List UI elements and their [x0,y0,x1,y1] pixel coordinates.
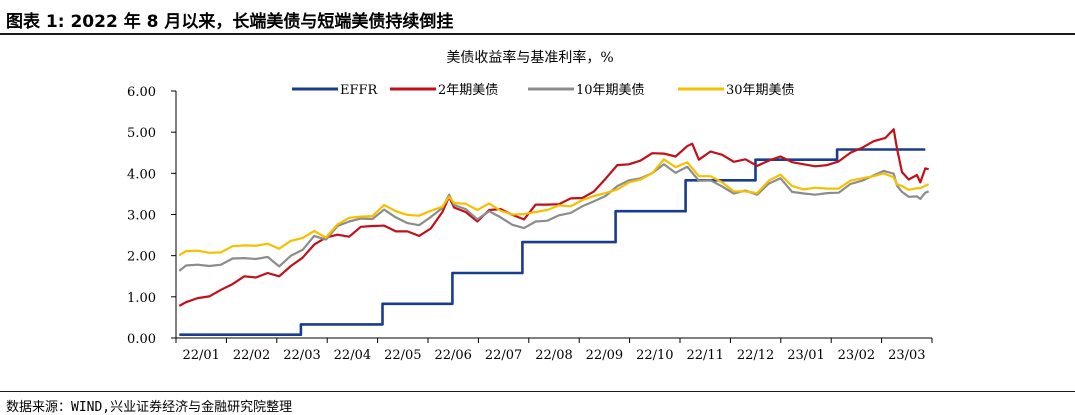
x-tick-label: 22/02 [233,348,270,363]
x-tick-label: 23/03 [888,348,925,363]
y-tick-label: 2.00 [127,250,156,265]
series-line-0 [179,148,926,336]
yield-chart: 美债收益率与基准利率，% EFFR 2年期美债 10年期美债 30年期美债 0.00 1… [127,49,933,363]
y-tick-label: 5.00 [127,126,156,141]
series-line-1 [178,128,929,307]
x-tick-label: 23/01 [787,348,824,363]
source-rule [0,391,1075,392]
x-tick-label: 22/07 [485,348,522,363]
figure-title: 图表 1: 2022 年 8 月以来，长端美债与短端美债持续倒挂 [6,12,454,32]
legend-label-2: 10年期美债 [576,83,645,98]
series-line-3 [178,158,930,257]
chart-legend: EFFR 2年期美债 10年期美债 30年期美债 [292,83,795,98]
legend-label-0: EFFR [340,83,379,98]
x-tick-label: 22/12 [737,348,774,363]
y-tick-label: 4.00 [127,167,156,182]
y-tick-label: 0.00 [127,332,156,347]
x-tick-label: 22/04 [334,348,371,363]
chart-axes: 0.00 1.00 2.00 3.00 4.00 5.00 6.00 22/01 22/02 22… [127,85,933,363]
source-note: 数据来源：WIND,兴业证券经济与金融研究院整理 [6,400,293,415]
y-tick-label: 6.00 [127,85,156,100]
x-tick-label: 22/01 [182,348,219,363]
chart-series [178,128,930,336]
x-tick-label: 22/03 [283,348,320,363]
y-tick-label: 3.00 [127,209,156,224]
legend-label-1: 2年期美债 [438,83,498,98]
x-tick-label: 22/11 [686,348,723,363]
x-tick-label: 22/09 [586,348,623,363]
x-tick-label: 23/02 [838,348,875,363]
x-tick-label: 22/06 [434,348,471,363]
x-tick-label: 22/05 [384,348,421,363]
series-line-2 [178,163,930,272]
title-rule [0,33,1075,35]
chart-title: 美债收益率与基准利率，% [446,49,613,66]
y-tick-label: 1.00 [127,291,156,306]
x-tick-label: 22/08 [535,348,572,363]
legend-label-3: 30年期美债 [726,83,795,98]
x-tick-label: 22/10 [636,348,673,363]
